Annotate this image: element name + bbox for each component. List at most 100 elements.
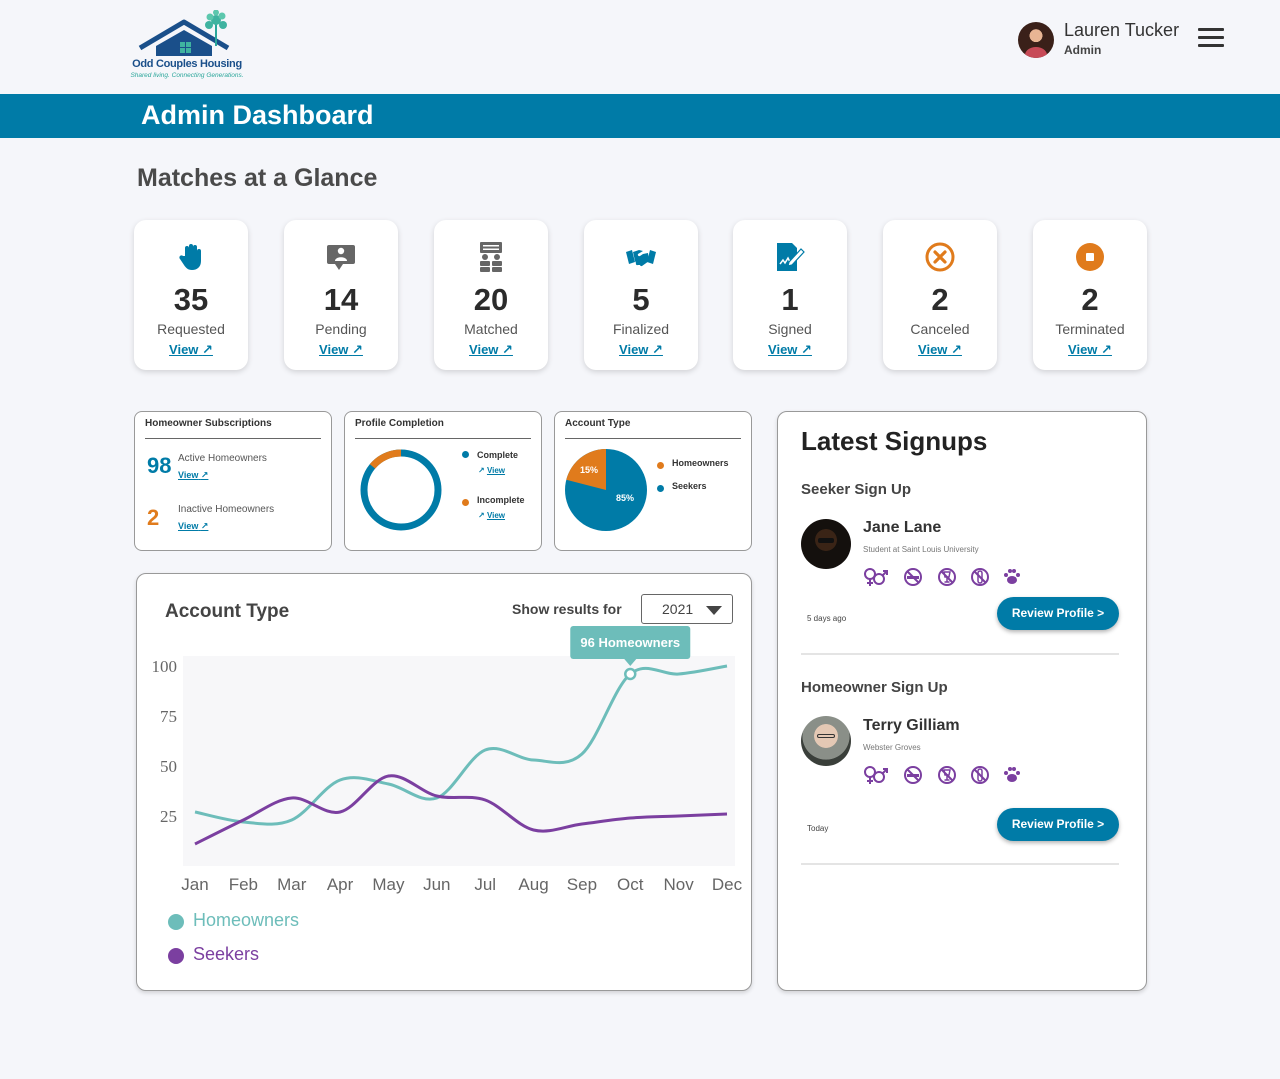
external-link-icon: ↗ bbox=[801, 342, 812, 357]
user-avatar[interactable] bbox=[1018, 22, 1054, 58]
stat-label: Finalized bbox=[612, 321, 670, 337]
year-select[interactable]: 2021 bbox=[641, 594, 733, 624]
legend-dot-homeowners bbox=[168, 914, 184, 930]
pet-paw-icon bbox=[1004, 569, 1020, 584]
stop-circle-icon bbox=[1076, 243, 1104, 271]
account-type-pie: 15% 85% bbox=[565, 449, 647, 531]
homeowner-signup-heading: Homeowner Sign Up bbox=[801, 679, 948, 696]
x-tick-label: Jan bbox=[181, 875, 208, 894]
x-tick-label: Feb bbox=[229, 875, 258, 894]
review-homeowner-profile-button[interactable]: Review Profile > bbox=[997, 808, 1119, 841]
stat-card-finalized: 5 Finalized View ↗ bbox=[584, 220, 698, 370]
view-complete-link[interactable]: ↗ View bbox=[478, 466, 506, 475]
x-tick-label: Jun bbox=[423, 875, 450, 894]
x-tick-label: Dec bbox=[712, 875, 743, 894]
y-tick-label: 25 bbox=[160, 807, 177, 826]
external-link-icon: ↗ bbox=[478, 466, 485, 475]
stat-label: Matched bbox=[464, 321, 518, 337]
people-match-icon bbox=[480, 242, 502, 272]
review-seeker-profile-button[interactable]: Review Profile > bbox=[997, 597, 1119, 630]
card-title: Homeowner Subscriptions bbox=[145, 418, 272, 429]
active-count: 98 bbox=[147, 453, 172, 478]
tooltip-text: 96 Homeowners bbox=[580, 635, 680, 650]
seeker-description: Student at Saint Louis University bbox=[863, 545, 979, 554]
stat-count: 5 bbox=[632, 282, 650, 317]
stat-card-pending: 14 Pending View ↗ bbox=[284, 220, 398, 370]
stat-label: Requested bbox=[157, 321, 225, 337]
view-matched-link[interactable]: View ↗ bbox=[469, 342, 513, 357]
pie-slice-homeowners bbox=[566, 449, 606, 490]
view-inactive-link[interactable]: View ↗ bbox=[178, 521, 209, 531]
external-link-icon: ↗ bbox=[200, 521, 209, 531]
chart-title: Account Type bbox=[165, 601, 290, 622]
chart-tooltip bbox=[570, 626, 691, 659]
stat-count: 14 bbox=[323, 282, 359, 317]
pie-label-homeowners: 15% bbox=[580, 465, 598, 475]
y-tick-label: 100 bbox=[152, 657, 178, 676]
legend-dot-homeowners bbox=[657, 462, 664, 469]
tooltip-arrow bbox=[624, 659, 637, 666]
stat-label: Pending bbox=[315, 321, 367, 337]
stat-card-terminated: 2 Terminated View ↗ bbox=[1033, 220, 1147, 370]
legend-incomplete-label: Incomplete bbox=[477, 495, 525, 505]
account-type-line-chart: 100 75 50 25 Jan Feb Mar Apr May Jun Jul Aug Sep Oct… bbox=[152, 626, 743, 894]
view-canceled-link[interactable]: View ↗ bbox=[918, 342, 962, 357]
chevron-down-icon bbox=[706, 606, 722, 615]
stat-card-matched: 20 Matched View ↗ bbox=[434, 220, 548, 370]
external-link-icon: ↗ bbox=[200, 470, 209, 480]
house-logo-icon bbox=[138, 10, 230, 56]
stat-count: 2 bbox=[931, 282, 949, 317]
stat-label: Signed bbox=[768, 321, 812, 337]
stat-card-canceled: 2 Canceled View ↗ bbox=[883, 220, 997, 370]
brand-name: Odd Couples Housing bbox=[132, 58, 242, 70]
view-terminated-link[interactable]: View ↗ bbox=[1068, 342, 1112, 357]
view-incomplete-link[interactable]: ↗ View bbox=[478, 511, 506, 520]
hamburger-menu-icon[interactable] bbox=[1196, 26, 1226, 48]
legend-complete-label: Complete bbox=[477, 450, 519, 460]
view-pending-link[interactable]: View ↗ bbox=[319, 342, 363, 357]
x-tick-label: Jul bbox=[474, 875, 496, 894]
divider bbox=[801, 653, 1119, 655]
seeker-name[interactable]: Jane Lane bbox=[863, 519, 942, 536]
x-tick-label: Nov bbox=[664, 875, 695, 894]
brand-logo[interactable]: Odd Couples Housing Shared living. Conne… bbox=[122, 10, 252, 84]
legend-seekers-label: Seekers bbox=[672, 481, 707, 491]
signups-title: Latest Signups bbox=[801, 426, 988, 456]
view-active-link[interactable]: View ↗ bbox=[178, 470, 209, 480]
homeowner-signup-time: Today bbox=[807, 824, 829, 833]
legend-homeowners[interactable]: Homeowners bbox=[193, 910, 300, 930]
view-finalized-link[interactable]: View ↗ bbox=[619, 342, 663, 357]
signed-document-icon bbox=[777, 243, 805, 271]
stat-label: Terminated bbox=[1055, 321, 1125, 337]
highlight-point[interactable] bbox=[624, 667, 637, 681]
chat-person-icon bbox=[327, 245, 355, 270]
show-results-label: Show results for bbox=[512, 601, 622, 617]
divider bbox=[801, 863, 1119, 865]
series-line-seekers bbox=[194, 774, 728, 846]
raised-hand-icon bbox=[179, 244, 201, 270]
external-link-icon: ↗ bbox=[652, 342, 663, 357]
x-tick-label: May bbox=[372, 875, 405, 894]
card-title: Profile Completion bbox=[355, 418, 444, 429]
no-smoking-icon bbox=[904, 766, 922, 784]
stat-card-requested: 35 Requested View ↗ bbox=[134, 220, 248, 370]
external-link-icon: ↗ bbox=[202, 342, 213, 357]
no-alcohol-icon bbox=[938, 568, 956, 586]
legend-dot-complete bbox=[462, 451, 469, 458]
homeowner-description: Webster Groves bbox=[863, 743, 921, 752]
homeowner-name[interactable]: Terry Gilliam bbox=[863, 717, 960, 734]
legend-seekers[interactable]: Seekers bbox=[193, 944, 260, 964]
seeker-avatar[interactable] bbox=[801, 519, 851, 569]
no-drugs-icon bbox=[971, 568, 989, 586]
x-tick-label: Oct bbox=[617, 875, 644, 894]
external-link-icon: ↗ bbox=[478, 511, 485, 520]
account-type-pie-card: Account Type 15% 85% Homeowners Seekers bbox=[554, 411, 752, 551]
homeowner-avatar[interactable] bbox=[801, 716, 851, 766]
donut-incomplete-arc bbox=[369, 449, 402, 469]
legend-homeowners-label: Homeowners bbox=[672, 458, 729, 468]
user-name: Lauren Tucker bbox=[1064, 20, 1180, 40]
view-signed-link[interactable]: View ↗ bbox=[768, 342, 812, 357]
pie-label-seekers: 85% bbox=[616, 493, 634, 503]
view-requested-link[interactable]: View ↗ bbox=[169, 342, 213, 357]
stat-card-signed: 1 Signed View ↗ bbox=[733, 220, 847, 370]
